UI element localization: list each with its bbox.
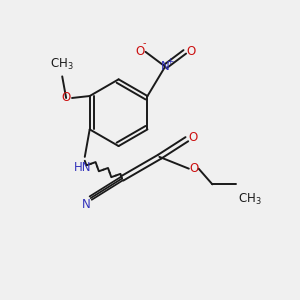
- Text: CH$_3$: CH$_3$: [50, 57, 74, 73]
- Text: O: O: [186, 45, 195, 58]
- Text: -: -: [143, 38, 146, 48]
- Text: O: O: [188, 131, 197, 144]
- Text: O: O: [135, 45, 144, 58]
- Text: CH$_3$: CH$_3$: [238, 192, 262, 207]
- Text: +: +: [166, 57, 174, 66]
- Text: O: O: [189, 162, 198, 175]
- Text: N: N: [81, 199, 90, 212]
- Text: O: O: [61, 92, 71, 104]
- Text: N: N: [161, 60, 170, 73]
- Text: HN: HN: [74, 161, 92, 174]
